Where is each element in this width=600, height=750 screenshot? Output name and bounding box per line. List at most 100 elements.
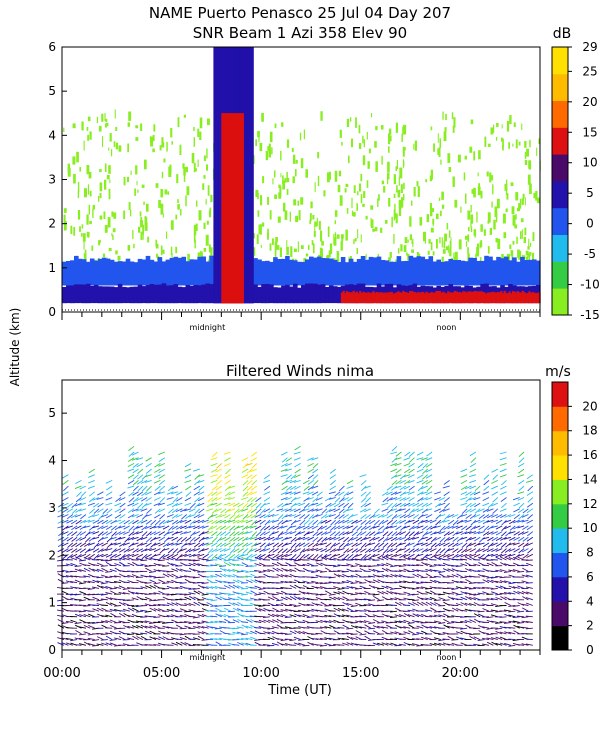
wind-barb [482, 536, 490, 540]
wind-barb [154, 514, 161, 519]
wind-barb [271, 514, 279, 517]
wind-barb [100, 598, 108, 601]
snr-speckle [403, 148, 405, 156]
wind-barb [333, 525, 341, 530]
wind-barb [438, 610, 446, 613]
wind-barb [346, 632, 354, 635]
wind-barb [381, 626, 389, 629]
wind-barb [499, 592, 507, 595]
wind-barb [495, 548, 503, 552]
wind-barb [486, 619, 494, 623]
wind-barb [201, 586, 209, 589]
wind-barb [495, 610, 503, 613]
snr-speckle [441, 256, 444, 263]
wind-barb [504, 613, 512, 618]
wind-barb [146, 531, 152, 537]
wind-barb [62, 497, 69, 502]
wind-barb [341, 581, 349, 584]
snr-colorbar-tick-label: 0 [586, 217, 594, 231]
snr-speckle [403, 161, 405, 166]
wind-barb [154, 463, 161, 468]
wind-barb [499, 585, 507, 589]
snr-speckle [295, 159, 298, 164]
wind-barb [74, 593, 82, 596]
wind-barb [490, 587, 498, 590]
wind-barb [368, 568, 376, 572]
wind-barb [258, 605, 266, 607]
wind-barb [294, 468, 301, 474]
wind-barb [88, 525, 95, 531]
wind-barb [189, 531, 196, 537]
wind-barb [334, 514, 341, 520]
wind-barb [157, 525, 165, 529]
snr-cell [390, 291, 393, 304]
snr-speckle [381, 180, 385, 185]
wind-barb [302, 604, 310, 606]
wind-barb [135, 558, 143, 561]
wind-barb [114, 514, 122, 519]
wind-barb [127, 536, 135, 541]
wind-barb [456, 573, 463, 578]
wind-barb [315, 620, 323, 623]
wind-barb [193, 596, 200, 601]
wind-barb [166, 602, 174, 606]
snr-speckle [464, 235, 468, 240]
snr-cell [70, 260, 75, 286]
wind-barb [360, 480, 367, 486]
wind-barb [255, 553, 262, 559]
wind-barb [517, 525, 525, 529]
wind-barb [289, 491, 297, 495]
wind-barb [390, 525, 398, 529]
snr-speckle [503, 213, 506, 224]
wind-barb [96, 558, 104, 561]
wind-barb [97, 525, 104, 530]
snr-cell [520, 292, 523, 304]
wind-barb [70, 593, 78, 596]
wind-barb [500, 562, 507, 567]
wind-barb [237, 579, 244, 584]
snr-speckle [518, 141, 521, 146]
wind-barb [429, 596, 437, 601]
snr-speckle [133, 243, 135, 249]
snr-speckle [86, 214, 89, 225]
wind-barb [429, 590, 437, 595]
wind-barb [137, 474, 144, 480]
wind-barb [330, 519, 337, 526]
wind-barb [118, 620, 126, 623]
wind-barb [447, 625, 455, 629]
wind-barb [263, 607, 271, 612]
wind-barb [118, 601, 126, 606]
wind-barb [167, 485, 174, 492]
wind-barb [368, 584, 376, 589]
snr-cell [285, 284, 290, 304]
wind-barb [181, 542, 187, 548]
snr-speckle [391, 216, 393, 228]
wind-barb [146, 485, 152, 492]
winds-colorbar-swatch [552, 552, 568, 578]
snr-speckle [152, 148, 155, 153]
wind-barb [166, 497, 174, 500]
snr-speckle [363, 139, 365, 148]
wind-barb [400, 525, 407, 531]
wind-barb [75, 519, 82, 525]
wind-barb [166, 542, 174, 547]
snr-cell [418, 292, 422, 304]
wind-barb [307, 542, 314, 548]
wind-barb [145, 567, 152, 572]
snr-speckle [401, 133, 403, 142]
wind-barb [157, 587, 165, 589]
wind-barb [114, 575, 122, 578]
wind-barb [505, 542, 512, 548]
wind-barb [360, 553, 367, 560]
wind-barb [122, 592, 130, 595]
wind-barb [267, 519, 275, 524]
wind-barb [259, 542, 266, 548]
wind-barb [92, 639, 100, 642]
snr-speckle [114, 109, 116, 119]
wind-barb [96, 643, 104, 646]
wind-barb [438, 570, 446, 574]
wind-barb [232, 584, 240, 589]
wind-barb [87, 642, 95, 646]
snr-cell [448, 292, 451, 304]
wind-barb [119, 502, 126, 508]
